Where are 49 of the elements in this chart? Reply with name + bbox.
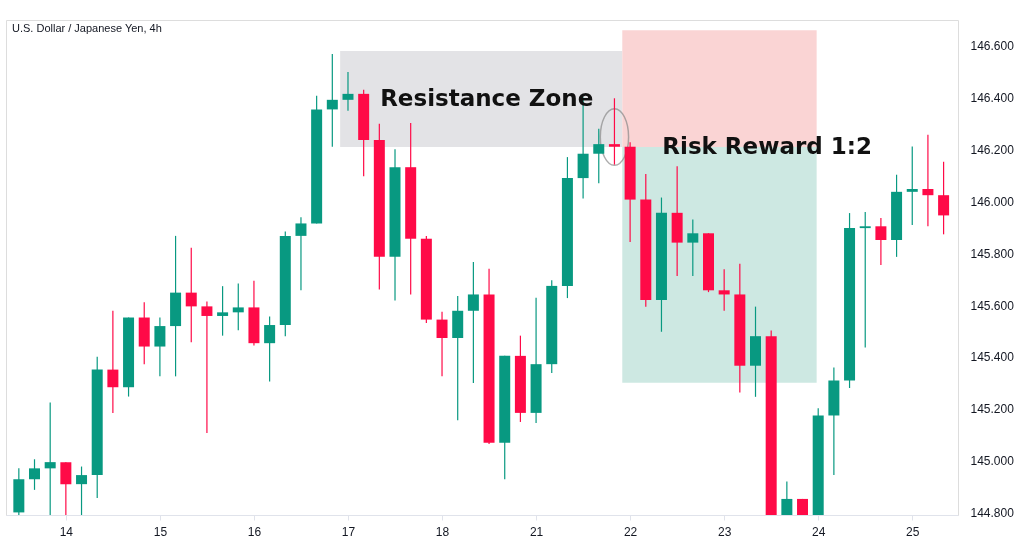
candlestick (185, 247, 197, 343)
x-tick-label: 18 (435, 524, 450, 539)
y-tick-label: 145.600 (970, 298, 1015, 313)
candlestick (859, 211, 871, 349)
x-tick-label: 24 (812, 524, 826, 539)
candlestick (436, 311, 448, 377)
candlestick (687, 218, 699, 277)
band-label: Resistance Zone (380, 85, 594, 112)
candlestick (60, 461, 72, 516)
candlestick (922, 134, 934, 227)
y-tick-label: 146.400 (970, 91, 1015, 106)
y-tick-label: 146.000 (970, 194, 1015, 209)
band-label: Risk Reward 1:2 (662, 132, 872, 159)
y-tick-label: 145.000 (970, 454, 1015, 469)
candlestick (906, 145, 918, 226)
candlestick (107, 310, 119, 414)
y-tick-label: 146.600 (970, 39, 1015, 54)
y-tick-label: 146.200 (970, 143, 1015, 158)
x-tick-label: 25 (906, 524, 920, 539)
x-tick-label: 15 (153, 524, 168, 539)
candlestick (467, 261, 479, 384)
candlestick (342, 71, 354, 112)
candlestick (608, 97, 620, 166)
x-tick-label: 16 (247, 524, 262, 539)
y-tick-label: 145.400 (970, 350, 1015, 365)
candlestick (201, 300, 213, 434)
candlestick (232, 282, 244, 331)
y-tick-label: 145.200 (970, 402, 1015, 417)
candlestick (264, 315, 276, 383)
candlestick (154, 316, 166, 377)
candlestick (326, 53, 338, 148)
candlestick (718, 268, 730, 312)
chart-title: U.S. Dollar / Japanese Yen, 4h (12, 22, 162, 34)
candlestick (217, 285, 229, 337)
x-tick-label: 21 (529, 524, 544, 539)
y-tick-label: 144.800 (970, 505, 1015, 520)
candlestick (593, 128, 605, 184)
candlestick (29, 458, 41, 491)
y-tick-label: 145.800 (970, 246, 1015, 261)
candlestick (76, 465, 88, 516)
x-tick-label: 23 (717, 524, 732, 539)
x-tick-label: 22 (623, 524, 638, 539)
x-tick-label: 14 (59, 524, 74, 539)
candlestick (938, 161, 950, 235)
candlestick (295, 216, 307, 291)
x-tick-label: 17 (341, 524, 356, 539)
candlestick (44, 401, 56, 516)
candlestick (781, 480, 793, 516)
candlestick (875, 217, 887, 266)
